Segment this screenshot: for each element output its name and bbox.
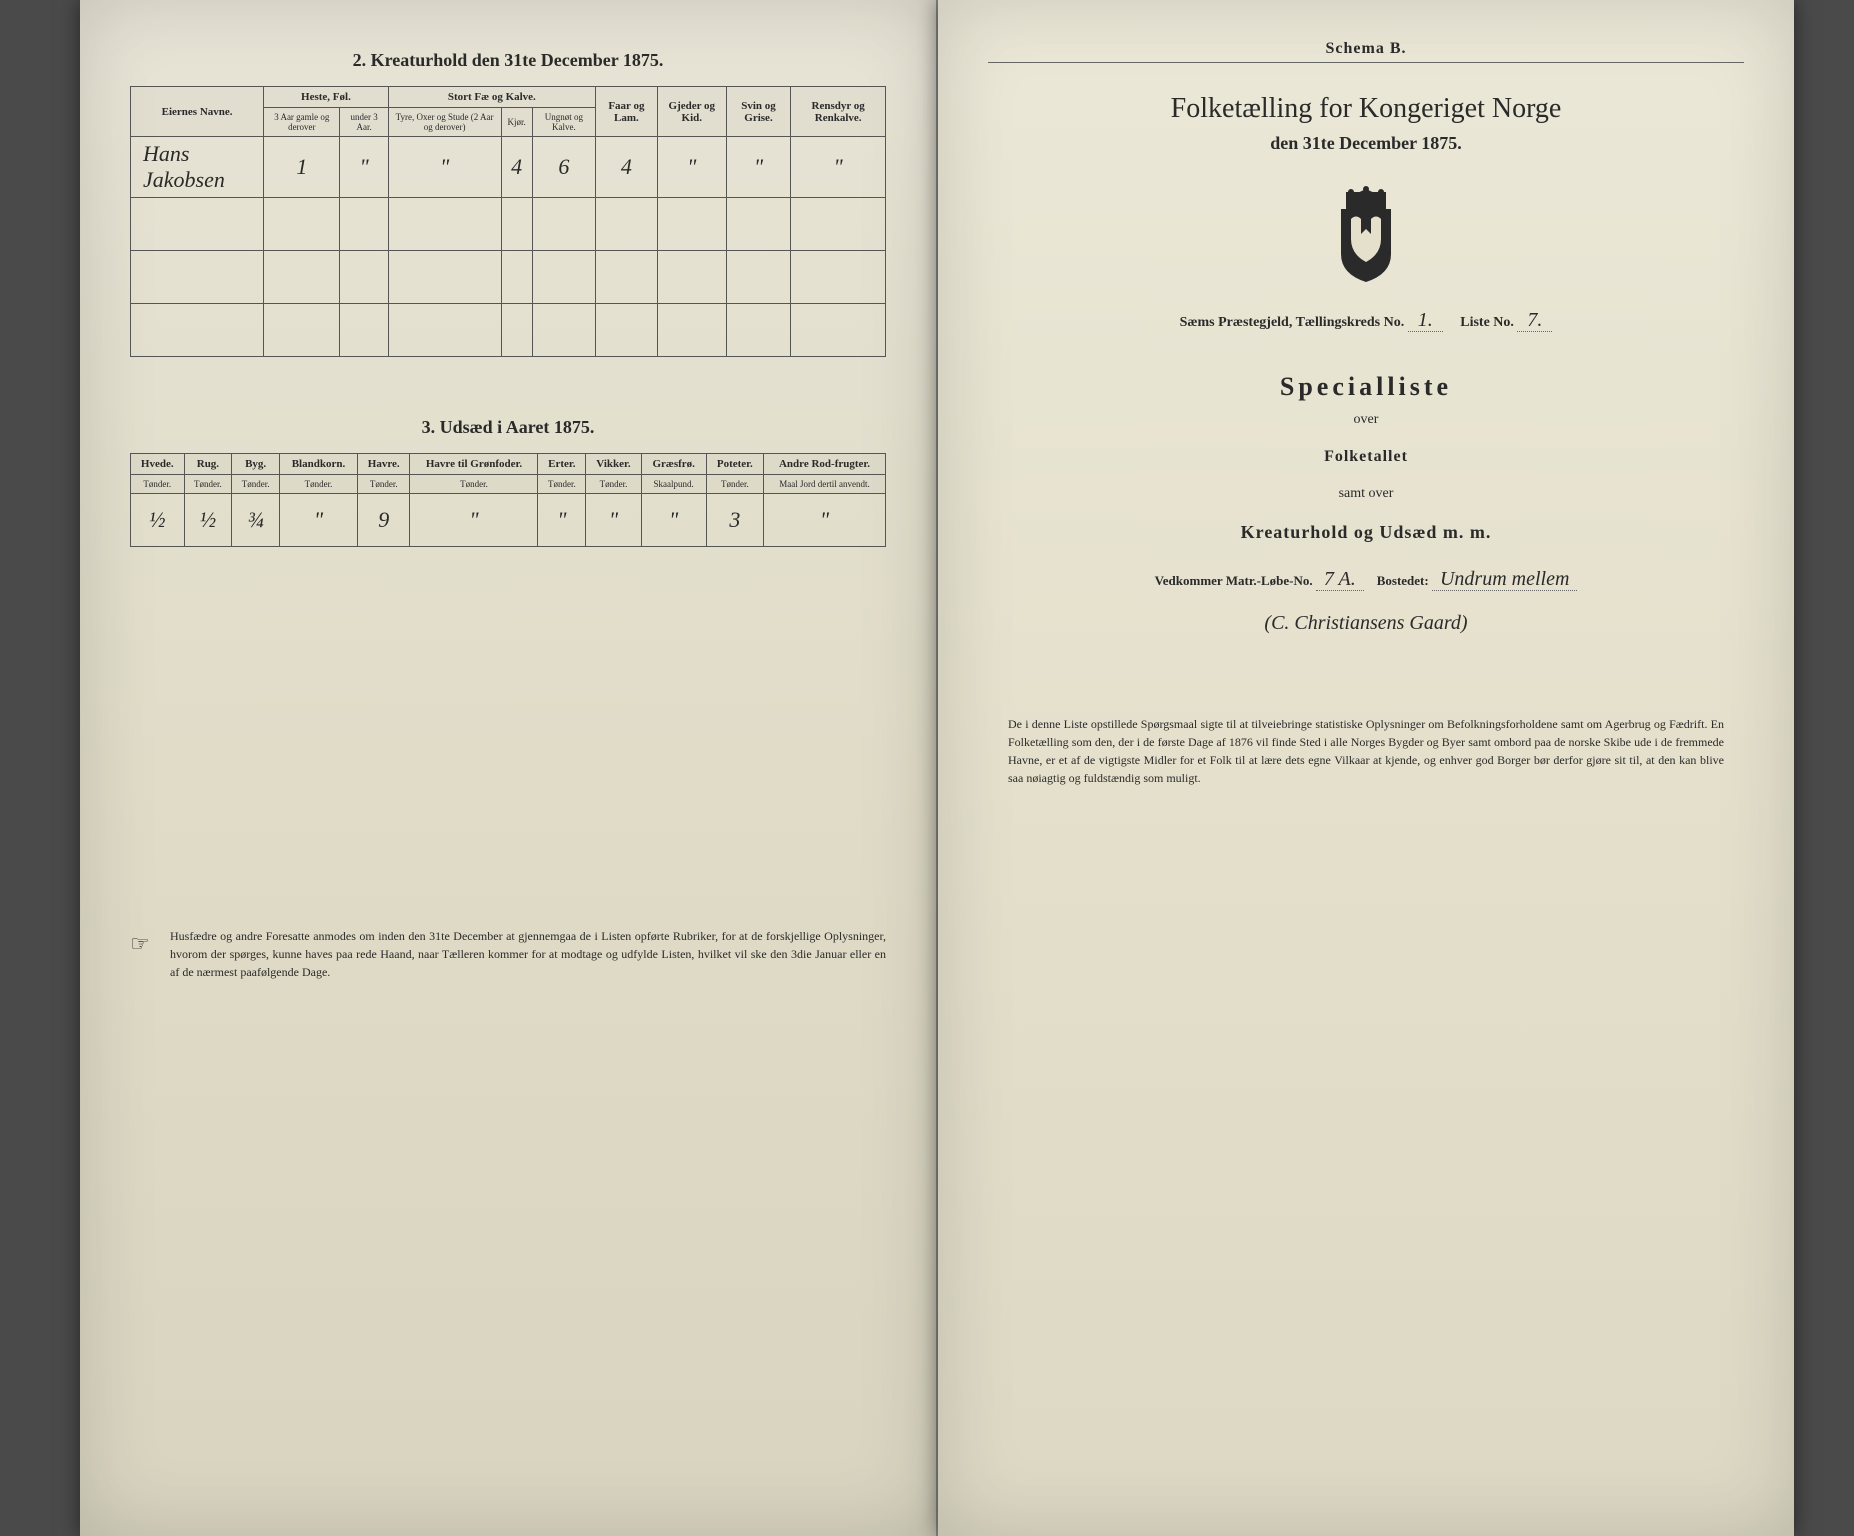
cell-rye: ½: [184, 494, 232, 547]
bosted-label: Bostedet:: [1377, 573, 1429, 588]
cell-c1: ": [388, 137, 501, 198]
th-barley: Byg.: [232, 454, 280, 475]
spec-folketallet: Folketallet: [988, 448, 1744, 466]
specialliste-title: Specialliste: [988, 372, 1744, 402]
th-horses-sub1: 3 Aar gamle og derover: [264, 108, 340, 137]
census-title: Folketælling for Kongeriget Norge: [988, 93, 1744, 125]
th-rye: Rug.: [184, 454, 232, 475]
th-pigs: Svin og Grise.: [726, 87, 791, 137]
schema-label: Schema B.: [988, 40, 1744, 63]
table-row-empty: [131, 304, 886, 357]
unit: Tønder.: [131, 475, 185, 494]
spec-samt: samt over: [988, 486, 1744, 502]
book-spread: 2. Kreaturhold den 31te December 1875. E…: [0, 0, 1854, 1536]
cell-peas: ": [538, 494, 586, 547]
th-roots: Andre Rod-frugter.: [764, 454, 886, 475]
cell-h2: ": [340, 137, 388, 198]
unit: Tønder.: [538, 475, 586, 494]
cell-barley: ¾: [232, 494, 280, 547]
cell-roots: ": [764, 494, 886, 547]
kreaturhold-table: Eiernes Navne. Heste, Føl. Stort Fæ og K…: [130, 86, 886, 357]
th-grass: Græsfrø.: [641, 454, 706, 475]
th-cattle-sub1: Tyre, Oxer og Stude (2 Aar og derover): [388, 108, 501, 137]
th-cattle: Stort Fæ og Kalve.: [388, 87, 595, 108]
section3-title: 3. Udsæd i Aaret 1875.: [130, 417, 886, 438]
pointing-hand-icon: ☞: [130, 927, 170, 981]
th-wheat: Hvede.: [131, 454, 185, 475]
th-owner: Eiernes Navne.: [131, 87, 264, 137]
unit: Skaalpund.: [641, 475, 706, 494]
table-row: Hans Jakobsen 1 " " 4 6 4 " " ": [131, 137, 886, 198]
unit: Tønder.: [706, 475, 763, 494]
unit: Tønder.: [232, 475, 280, 494]
cell-c2: 4: [501, 137, 532, 198]
matr-label1: Vedkommer Matr.-Løbe-No.: [1155, 573, 1313, 588]
unit: Tønder.: [184, 475, 232, 494]
liste-label: Liste No.: [1460, 315, 1514, 330]
section2-title: 2. Kreaturhold den 31te December 1875.: [130, 50, 886, 71]
cell-mix: ": [280, 494, 358, 547]
meta-prefix: Sæms Præstegjeld, Tællingskreds No.: [1180, 315, 1405, 330]
udsaed-table: Hvede. Rug. Byg. Blandkorn. Havre. Havre…: [130, 453, 886, 547]
cell-reindeer: ": [791, 137, 886, 198]
matr-line: Vedkommer Matr.-Løbe-No. 7 A. Bostedet: …: [988, 568, 1744, 591]
unit: Tønder.: [357, 475, 410, 494]
cell-oats: 9: [357, 494, 410, 547]
cell-h1: 1: [264, 137, 340, 198]
right-footer-text: De i denne Liste opstillede Spørgsmaal s…: [988, 715, 1744, 787]
cell-wheat: ½: [131, 494, 185, 547]
th-horses-sub2: under 3 Aar.: [340, 108, 388, 137]
coat-of-arms-icon: [988, 184, 1744, 289]
unit: Tønder.: [410, 475, 538, 494]
matr-no: 7 A.: [1316, 568, 1364, 591]
th-sheep: Faar og Lam.: [595, 87, 657, 137]
table-row: ½ ½ ¾ " 9 " " " " 3 ": [131, 494, 886, 547]
th-mix: Blandkorn.: [280, 454, 358, 475]
unit: Maal Jord dertil anvendt.: [764, 475, 886, 494]
th-horses: Heste, Føl.: [264, 87, 389, 108]
left-footer: ☞ Husfædre og andre Foresatte anmodes om…: [130, 927, 886, 981]
left-footer-text: Husfædre og andre Foresatte anmodes om i…: [170, 927, 886, 981]
meta-line: Sæms Præstegjeld, Tællingskreds No. 1. L…: [988, 309, 1744, 332]
cell-goats: ": [657, 137, 726, 198]
th-reindeer: Rensdyr og Renkalve.: [791, 87, 886, 137]
right-page: Schema B. Folketælling for Kongeriget No…: [938, 0, 1794, 1536]
cell-oats-green: ": [410, 494, 538, 547]
th-oats: Havre.: [357, 454, 410, 475]
liste-no: 7.: [1517, 309, 1552, 332]
table-row-empty: [131, 251, 886, 304]
bosted-value-2: (C. Christiansens Gaard): [988, 612, 1744, 635]
th-cattle-sub3: Ungnøt og Kalve.: [532, 108, 595, 137]
bosted-value: Undrum mellem: [1432, 568, 1577, 591]
cell-potato: 3: [706, 494, 763, 547]
census-date: den 31te December 1875.: [988, 133, 1744, 154]
th-oats-green: Havre til Grønfoder.: [410, 454, 538, 475]
th-peas: Erter.: [538, 454, 586, 475]
cell-grass: ": [641, 494, 706, 547]
left-page: 2. Kreaturhold den 31te December 1875. E…: [80, 0, 938, 1536]
kreds-no: 1.: [1408, 309, 1443, 332]
unit: Tønder.: [280, 475, 358, 494]
table-row-empty: [131, 198, 886, 251]
cell-owner: Hans Jakobsen: [131, 137, 264, 198]
th-cattle-sub2: Kjør.: [501, 108, 532, 137]
unit: Tønder.: [586, 475, 641, 494]
th-goats: Gjeder og Kid.: [657, 87, 726, 137]
spec-over: over: [988, 412, 1744, 428]
cell-sheep: 4: [595, 137, 657, 198]
cell-c3: 6: [532, 137, 595, 198]
cell-vetch: ": [586, 494, 641, 547]
th-vetch: Vikker.: [586, 454, 641, 475]
th-potato: Poteter.: [706, 454, 763, 475]
spec-kreatur: Kreaturhold og Udsæd m. m.: [988, 522, 1744, 543]
cell-pigs: ": [726, 137, 791, 198]
